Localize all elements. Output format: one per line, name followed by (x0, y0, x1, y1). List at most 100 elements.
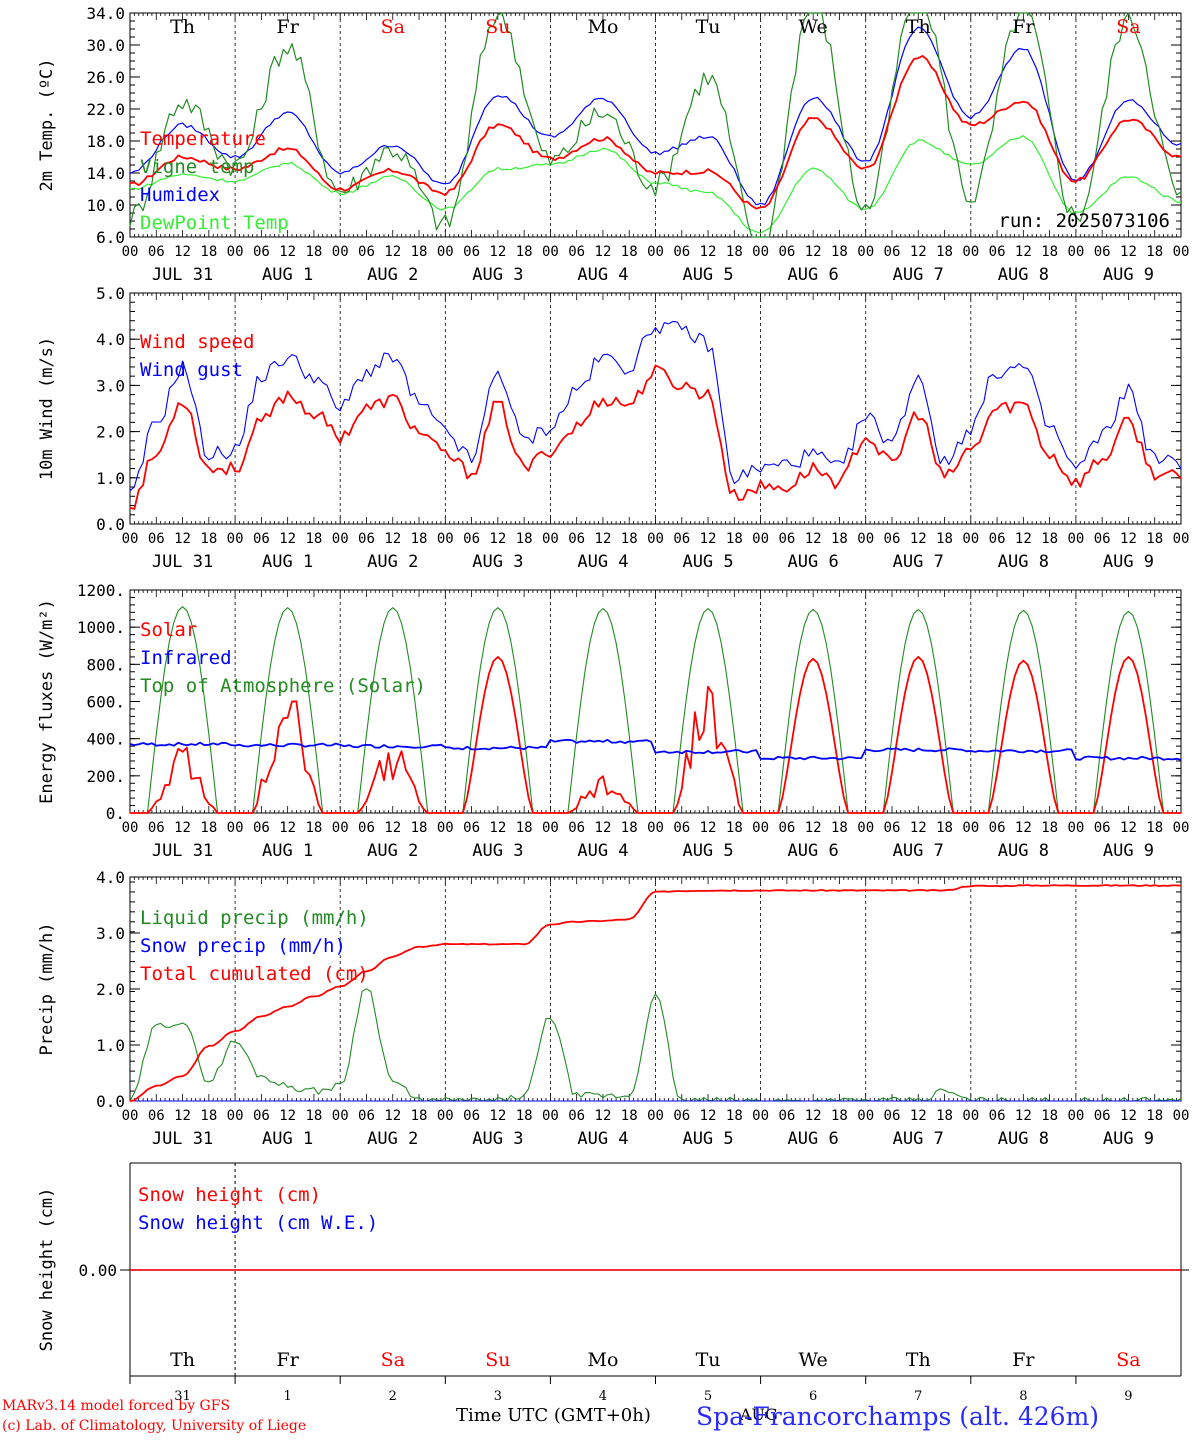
day-name-label: We (799, 1349, 828, 1371)
x-hour-label: 18 (411, 244, 428, 260)
x-hour-label: 06 (884, 820, 901, 836)
x-hour-label: 18 (411, 531, 428, 547)
x-hour-label: 12 (1015, 1108, 1032, 1124)
x-date-label: JUL 31 (152, 265, 213, 285)
x-hour-label: 12 (805, 531, 822, 547)
lab-credit: (c) Lab. of Climatology, University of L… (2, 1418, 307, 1434)
y-tick-label: 0. (106, 804, 125, 823)
x-date-label: JUL 31 (152, 1129, 213, 1149)
x-hour-label: 06 (989, 531, 1006, 547)
day-name-label: Fr (277, 1349, 300, 1371)
x-hour-label: 00 (1067, 820, 1084, 836)
x-hour-label: 12 (595, 820, 612, 836)
x-date-label: AUG 8 (998, 552, 1049, 572)
x-hour-label: 00 (962, 531, 979, 547)
x-hour-label: 12 (805, 1108, 822, 1124)
x-hour-label: 06 (463, 1108, 480, 1124)
x-hour-label: 12 (489, 1108, 506, 1124)
model-credit: MARv3.14 model forced by GFS (2, 1398, 231, 1414)
x-hour-label: 00 (1173, 531, 1190, 547)
day-name-label: Mo (587, 1349, 618, 1371)
x-hour-label: 00 (647, 1108, 664, 1124)
cumulated-precip-line (129, 884, 1182, 1102)
x-hour-label: 18 (831, 820, 848, 836)
x-hour-label: 00 (962, 1108, 979, 1124)
day-name-label: Th (906, 1349, 931, 1371)
y-axis-label: Energy fluxes (W/m²) (37, 599, 57, 804)
x-hour-label: 12 (279, 820, 296, 836)
x-date-label: AUG 3 (472, 265, 523, 285)
x-hour-label: 18 (1041, 531, 1058, 547)
x-date-label: AUG 9 (1103, 1129, 1154, 1149)
x-date-label: AUG 4 (577, 1129, 628, 1149)
x-hour-label: 00 (437, 820, 454, 836)
x-date-label: AUG 3 (472, 841, 523, 861)
x-hour-label: 06 (568, 244, 585, 260)
x-hour-label: 18 (200, 1108, 217, 1124)
day-name-label: Th (906, 16, 931, 38)
legend-entry: Top of Atmosphere (Solar) (140, 675, 426, 697)
x-hour-label: 00 (1067, 1108, 1084, 1124)
y-tick-label: 400. (86, 730, 125, 749)
x-hour-label: 00 (332, 531, 349, 547)
x-hour-label: 12 (1120, 531, 1137, 547)
legend-entry: DewPoint Temp (140, 212, 289, 234)
x-date-label: AUG 7 (893, 1129, 944, 1149)
x-hour-label: 18 (621, 244, 638, 260)
x-hour-label: 00 (857, 1108, 874, 1124)
bottom-day-number: 5 (704, 1389, 712, 1404)
infrared-line (129, 738, 1182, 761)
x-hour-label: 00 (122, 1108, 139, 1124)
x-hour-label: 06 (568, 531, 585, 547)
solar-line (130, 656, 1181, 814)
x-hour-label: 18 (516, 820, 533, 836)
y-tick-label: 18.0 (86, 132, 125, 151)
x-hour-label: 00 (1173, 244, 1190, 260)
x-hour-label: 18 (305, 1108, 322, 1124)
x-hour-label: 12 (384, 820, 401, 836)
x-date-label: AUG 6 (788, 1129, 839, 1149)
x-hour-label: 00 (1067, 531, 1084, 547)
temp-series-2 (129, 26, 1182, 206)
x-hour-label: 18 (831, 244, 848, 260)
legend-entry: Solar (140, 619, 197, 641)
x-hour-label: 18 (1146, 820, 1163, 836)
bottom-day-number: 3 (494, 1389, 502, 1404)
x-hour-label: 06 (148, 244, 165, 260)
y-tick-label: 600. (86, 693, 125, 712)
day-name-label: Su (485, 1349, 510, 1371)
x-hour-label: 00 (227, 244, 244, 260)
x-hour-label: 12 (595, 244, 612, 260)
x-date-label: AUG 9 (1103, 265, 1154, 285)
x-hour-label: 12 (1015, 820, 1032, 836)
x-hour-label: 12 (384, 244, 401, 260)
day-name-label: Th (170, 16, 195, 38)
x-hour-label: 12 (174, 1108, 191, 1124)
y-tick-label: 26.0 (86, 68, 125, 87)
y-tick-label: 6.0 (96, 228, 125, 247)
y-tick-label: 0.0 (96, 515, 125, 534)
x-hour-label: 00 (122, 531, 139, 547)
day-name-label: We (799, 16, 828, 38)
y-axis-label: 2m Temp. (ºC) (37, 58, 57, 191)
legend-entry: Snow height (cm W.E.) (138, 1212, 378, 1234)
x-hour-label: 12 (1015, 244, 1032, 260)
x-date-label: AUG 1 (262, 841, 313, 861)
x-date-label: AUG 2 (367, 1129, 418, 1149)
x-date-label: AUG 8 (998, 841, 1049, 861)
x-hour-label: 18 (621, 531, 638, 547)
x-hour-label: 06 (778, 1108, 795, 1124)
x-hour-label: 00 (542, 1108, 559, 1124)
x-hour-label: 18 (831, 1108, 848, 1124)
liquid-precip-line (129, 988, 1182, 1102)
legend-entry: Temperature (140, 128, 266, 150)
y-tick-label: 30.0 (86, 36, 125, 55)
x-hour-label: 18 (305, 820, 322, 836)
y-tick-label: 800. (86, 655, 125, 674)
x-hour-label: 12 (910, 531, 927, 547)
x-hour-label: 18 (1041, 1108, 1058, 1124)
x-date-label: AUG 6 (788, 841, 839, 861)
bottom-day-number: 2 (389, 1389, 397, 1404)
temp-series-3 (129, 135, 1182, 234)
